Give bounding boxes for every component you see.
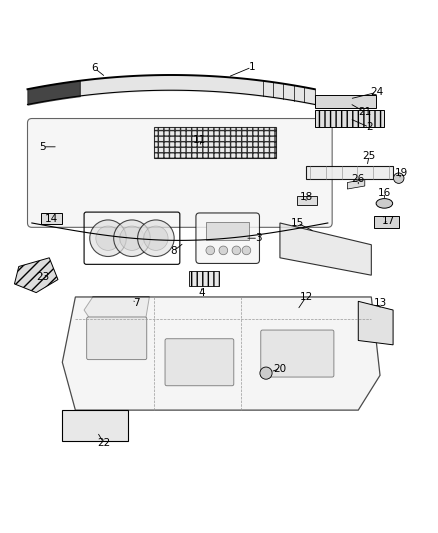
Text: 20: 20 (273, 364, 286, 374)
Circle shape (393, 173, 404, 183)
Text: 6: 6 (92, 63, 98, 74)
Bar (188, 271, 219, 286)
Polygon shape (280, 223, 371, 275)
FancyBboxPatch shape (261, 330, 334, 377)
Circle shape (96, 226, 120, 251)
Text: 12: 12 (300, 292, 313, 302)
Text: 5: 5 (39, 142, 46, 152)
Text: 4: 4 (198, 288, 205, 297)
Bar (206, 222, 250, 240)
Polygon shape (347, 180, 365, 189)
Text: 7: 7 (133, 298, 140, 309)
Circle shape (114, 220, 150, 256)
Bar (154, 127, 276, 158)
Circle shape (144, 226, 168, 251)
Text: 25: 25 (363, 150, 376, 160)
Circle shape (138, 220, 174, 256)
Text: 18: 18 (300, 192, 313, 202)
FancyBboxPatch shape (28, 118, 332, 228)
Polygon shape (315, 110, 385, 127)
Text: 3: 3 (255, 233, 261, 243)
Text: 8: 8 (170, 246, 177, 256)
Ellipse shape (376, 199, 392, 208)
Bar (41, 213, 62, 224)
Circle shape (90, 220, 126, 256)
Text: 21: 21 (358, 107, 371, 117)
Bar (374, 216, 399, 228)
Text: 26: 26 (352, 174, 365, 184)
Text: 23: 23 (36, 272, 49, 282)
Polygon shape (62, 297, 380, 410)
Text: 22: 22 (97, 438, 110, 448)
Text: 16: 16 (378, 188, 391, 198)
Polygon shape (84, 297, 149, 323)
Circle shape (260, 367, 272, 379)
Polygon shape (306, 166, 393, 180)
Circle shape (219, 246, 228, 255)
FancyBboxPatch shape (196, 213, 259, 263)
FancyBboxPatch shape (165, 339, 234, 386)
Text: 13: 13 (374, 298, 387, 309)
FancyBboxPatch shape (87, 317, 147, 360)
Polygon shape (14, 258, 58, 293)
Text: 2: 2 (366, 122, 372, 132)
Text: 14: 14 (45, 214, 58, 224)
Text: 15: 15 (291, 218, 304, 228)
Bar (297, 196, 317, 205)
Circle shape (120, 226, 144, 251)
Circle shape (206, 246, 215, 255)
Polygon shape (358, 301, 393, 345)
Text: 19: 19 (395, 168, 408, 178)
Text: 17: 17 (382, 216, 396, 226)
Text: 11: 11 (193, 135, 206, 146)
Circle shape (242, 246, 251, 255)
Text: 24: 24 (370, 87, 383, 98)
Polygon shape (315, 94, 376, 108)
Circle shape (232, 246, 241, 255)
Polygon shape (62, 410, 127, 441)
Text: 1: 1 (248, 62, 255, 72)
